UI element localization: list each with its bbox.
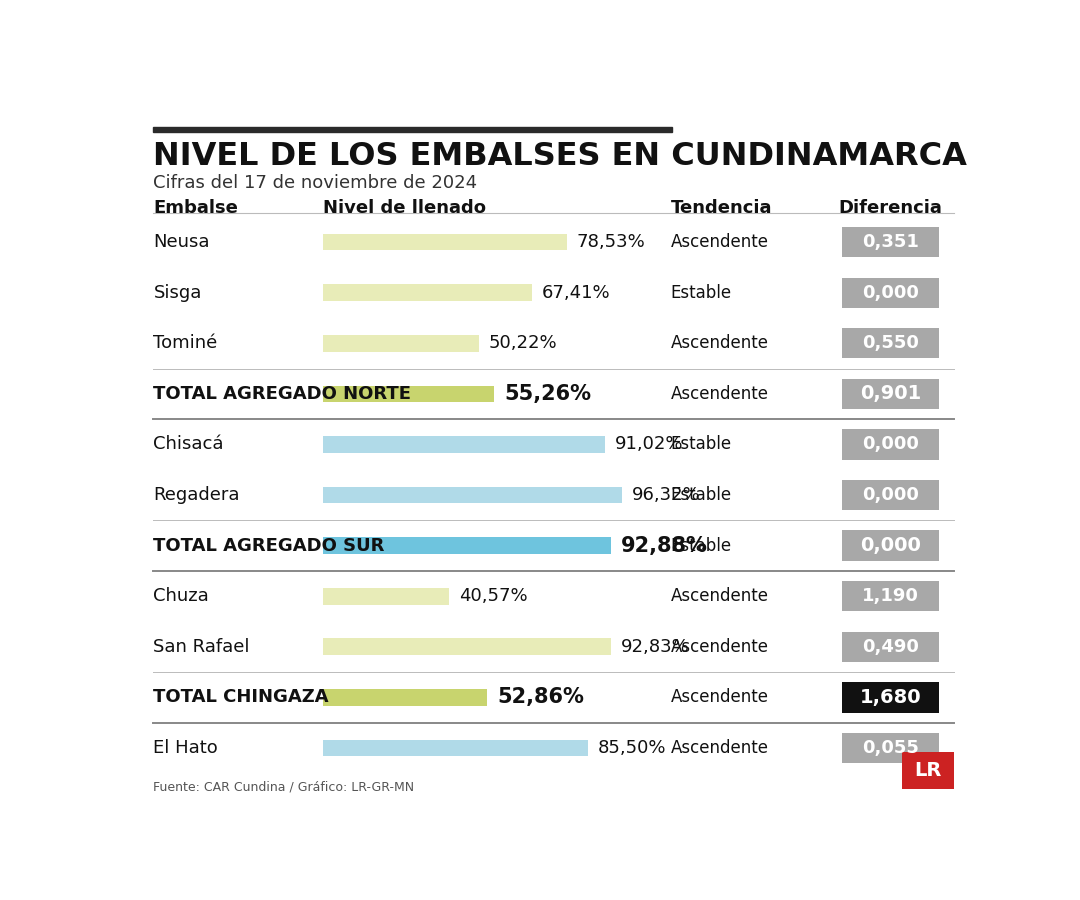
- Bar: [323, 638, 611, 655]
- Text: 55,26%: 55,26%: [504, 384, 592, 404]
- Text: LR: LR: [914, 761, 942, 780]
- Text: Ascendente: Ascendente: [671, 688, 769, 706]
- Text: Ascendente: Ascendente: [671, 233, 769, 251]
- Text: Nivel de llenado: Nivel de llenado: [323, 200, 486, 218]
- Text: 50,22%: 50,22%: [489, 334, 557, 352]
- Text: NIVEL DE LOS EMBALSES EN CUNDINAMARCA: NIVEL DE LOS EMBALSES EN CUNDINAMARCA: [153, 141, 968, 172]
- Bar: [323, 335, 478, 352]
- Bar: [842, 632, 939, 662]
- Text: Neusa: Neusa: [153, 233, 210, 251]
- Bar: [842, 530, 939, 561]
- Bar: [323, 487, 622, 503]
- Text: 0,000: 0,000: [862, 436, 919, 454]
- Text: Ascendente: Ascendente: [671, 334, 769, 352]
- Text: 92,83%: 92,83%: [621, 638, 690, 656]
- Bar: [842, 733, 939, 763]
- Text: 92,88%: 92,88%: [621, 536, 707, 555]
- Text: TOTAL AGREGADO NORTE: TOTAL AGREGADO NORTE: [153, 385, 411, 403]
- Text: Regadera: Regadera: [153, 486, 240, 504]
- Text: 0,901: 0,901: [860, 384, 921, 403]
- Bar: [842, 328, 939, 358]
- Bar: [842, 480, 939, 510]
- Text: 78,53%: 78,53%: [577, 233, 646, 251]
- Bar: [842, 581, 939, 611]
- Text: Ascendente: Ascendente: [671, 739, 769, 757]
- Text: Estable: Estable: [671, 436, 732, 454]
- Text: 1,190: 1,190: [862, 587, 919, 605]
- Bar: [323, 689, 487, 706]
- Bar: [323, 436, 605, 453]
- Text: TOTAL AGREGADO SUR: TOTAL AGREGADO SUR: [153, 536, 384, 554]
- Text: 67,41%: 67,41%: [542, 284, 611, 302]
- Text: 1,680: 1,680: [860, 688, 921, 706]
- Bar: [323, 385, 495, 402]
- Text: 0,351: 0,351: [862, 233, 919, 251]
- Bar: [323, 234, 567, 250]
- Text: Tominé: Tominé: [153, 334, 218, 352]
- Text: 40,57%: 40,57%: [459, 587, 528, 605]
- Text: 0,550: 0,550: [862, 334, 919, 352]
- Bar: [323, 588, 449, 605]
- Text: 96,32%: 96,32%: [632, 486, 701, 504]
- Text: 0,000: 0,000: [862, 284, 919, 302]
- Bar: [323, 284, 532, 301]
- Bar: [842, 277, 939, 308]
- Text: TOTAL CHINGAZA: TOTAL CHINGAZA: [153, 688, 329, 706]
- Bar: [323, 537, 611, 554]
- Bar: [902, 752, 954, 788]
- Text: 0,490: 0,490: [862, 638, 919, 656]
- Text: Diferencia: Diferencia: [838, 200, 943, 218]
- Text: El Hato: El Hato: [153, 739, 218, 757]
- Text: 52,86%: 52,86%: [497, 688, 584, 707]
- Text: Chuza: Chuza: [153, 587, 210, 605]
- Text: Estable: Estable: [671, 536, 732, 554]
- Text: Chisacá: Chisacá: [153, 436, 224, 454]
- Text: Ascendente: Ascendente: [671, 385, 769, 403]
- Bar: [842, 682, 939, 713]
- Bar: [153, 127, 673, 131]
- Text: Cifras del 17 de noviembre de 2024: Cifras del 17 de noviembre de 2024: [153, 174, 477, 192]
- Text: Tendencia: Tendencia: [671, 200, 772, 218]
- Text: Estable: Estable: [671, 284, 732, 302]
- Text: 0,055: 0,055: [862, 739, 919, 757]
- Bar: [842, 429, 939, 460]
- Bar: [842, 227, 939, 257]
- Text: Estable: Estable: [671, 486, 732, 504]
- Text: 0,000: 0,000: [860, 536, 921, 555]
- Text: Embalse: Embalse: [153, 200, 239, 218]
- Text: 91,02%: 91,02%: [616, 436, 684, 454]
- Text: Sisga: Sisga: [153, 284, 202, 302]
- Text: Ascendente: Ascendente: [671, 638, 769, 656]
- Text: Fuente: CAR Cundina / Gráfico: LR-GR-MN: Fuente: CAR Cundina / Gráfico: LR-GR-MN: [153, 780, 415, 793]
- Bar: [323, 740, 589, 756]
- Text: 0,000: 0,000: [862, 486, 919, 504]
- Text: 85,50%: 85,50%: [598, 739, 666, 757]
- Text: Ascendente: Ascendente: [671, 587, 769, 605]
- Text: San Rafael: San Rafael: [153, 638, 249, 656]
- Bar: [842, 379, 939, 409]
